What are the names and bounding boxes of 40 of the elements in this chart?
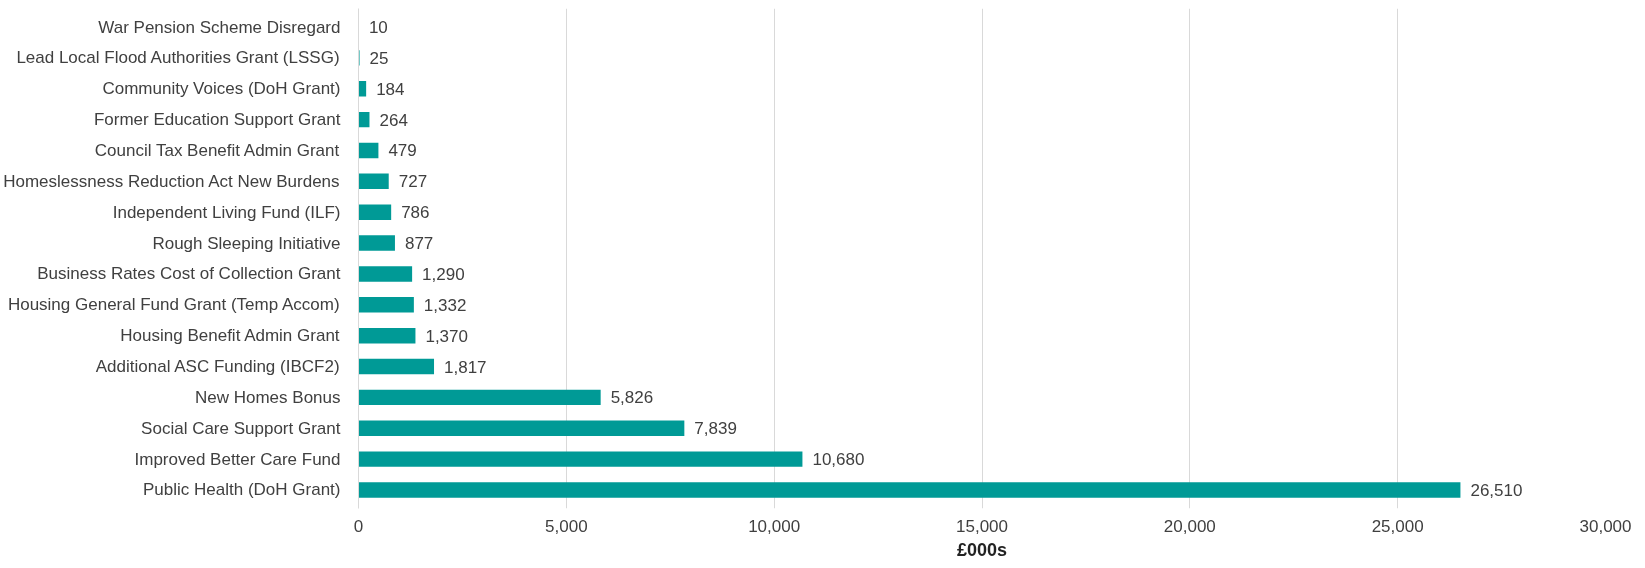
x-tick-label: 10,000	[748, 516, 801, 536]
y-tick-label: Homeslessness Reduction Act New Burdens	[3, 171, 340, 191]
x-tick-label: 0	[353, 516, 364, 536]
data-label: 26,510	[1470, 480, 1523, 500]
data-label: 479	[388, 141, 417, 161]
x-axis-title: £000s	[956, 539, 1008, 560]
y-tick-label: Lead Local Flood Authorities Grant (LSSG)	[16, 48, 340, 68]
y-tick-label: Improved Better Care Fund	[134, 449, 341, 469]
data-label: 264	[379, 110, 408, 130]
data-label: 1,817	[444, 357, 487, 377]
x-tick-label: 5,000	[545, 516, 588, 536]
data-label: 877	[404, 234, 434, 254]
data-label: 786	[401, 203, 430, 223]
data-label: 7,839	[694, 419, 737, 439]
x-tick-label: 15,000	[956, 516, 1008, 536]
y-tick-label: New Homes Bonus	[195, 387, 341, 407]
x-tick-label: 20,000	[1163, 516, 1216, 536]
y-tick-label: Additional ASC Funding (IBCF2)	[95, 357, 340, 377]
data-label: 184	[376, 79, 405, 99]
data-label: 1,332	[423, 295, 467, 315]
data-label: 1,290	[422, 264, 465, 284]
x-tick-label: 30,000	[1579, 516, 1632, 536]
data-label: 10	[368, 18, 388, 38]
data-label: 727	[398, 172, 428, 192]
data-label: 25	[369, 48, 389, 68]
y-tick-label: Council Tax Benefit Admin Grant	[94, 140, 340, 160]
data-label: 1,370	[425, 326, 468, 346]
y-tick-label: Social Care Support Grant	[141, 418, 341, 438]
data-label: 5,826	[610, 388, 654, 408]
y-tick-label: Housing Benefit Admin Grant	[120, 326, 340, 346]
y-tick-label: Public Health (DoH Grant)	[143, 480, 341, 500]
y-tick-label: Community Voices (DoH Grant)	[102, 79, 341, 99]
x-tick-label: 25,000	[1371, 516, 1424, 536]
y-tick-label: Housing General Fund Grant (Temp Accom)	[7, 295, 340, 315]
y-tick-label: Independent Living Fund (ILF)	[112, 202, 341, 222]
y-tick-label: War Pension Scheme Disregard	[98, 17, 341, 37]
y-tick-label: Rough Sleeping Initiative	[152, 233, 341, 253]
y-tick-label: Business Rates Cost of Collection Grant	[37, 264, 341, 284]
data-label: 10,680	[812, 450, 865, 470]
y-tick-label: Former Education Support Grant	[93, 110, 341, 130]
